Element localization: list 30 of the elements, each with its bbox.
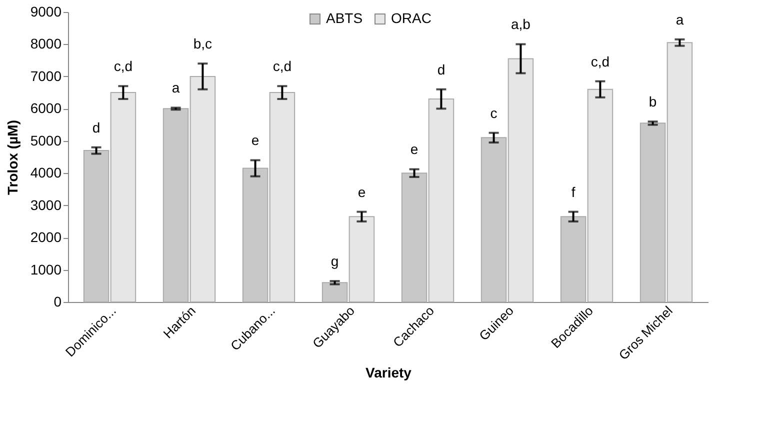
y-tick-label: 8000 xyxy=(30,36,62,52)
legend-label: ORAC xyxy=(391,10,432,26)
y-tick-label: 4000 xyxy=(30,164,62,181)
annotation: c xyxy=(490,104,498,121)
annotation: a xyxy=(676,11,684,28)
annotation: b,c xyxy=(193,36,212,52)
y-axis-title: Trolox (µM) xyxy=(4,120,20,195)
y-tick-label: 7000 xyxy=(30,68,62,84)
y-tick-label: 1000 xyxy=(30,261,62,278)
y-tick-label: 0 xyxy=(54,294,62,310)
x-axis-title: Variety xyxy=(366,364,412,381)
annotation: e xyxy=(251,132,260,148)
annotation: c,d xyxy=(114,58,133,74)
annotation: c,d xyxy=(272,58,292,74)
y-tick-label: 2000 xyxy=(30,229,62,246)
annotation: e xyxy=(358,184,366,200)
annotation: d xyxy=(92,119,100,136)
y-tick-label: 3000 xyxy=(30,196,62,213)
y-tick-label: 5000 xyxy=(30,132,62,148)
legend-label: ABTS xyxy=(326,10,363,26)
annotation: e xyxy=(410,141,418,158)
annotation: b xyxy=(648,94,657,110)
y-tick-label: 6000 xyxy=(30,100,62,116)
y-tick-label: 9000 xyxy=(30,4,62,20)
annotation: d xyxy=(437,61,446,78)
annotation: c,d xyxy=(590,53,610,70)
annotation: a,b xyxy=(510,16,531,32)
annotation: g xyxy=(330,253,339,270)
annotation: a xyxy=(172,80,180,96)
annotation: f xyxy=(571,184,576,200)
